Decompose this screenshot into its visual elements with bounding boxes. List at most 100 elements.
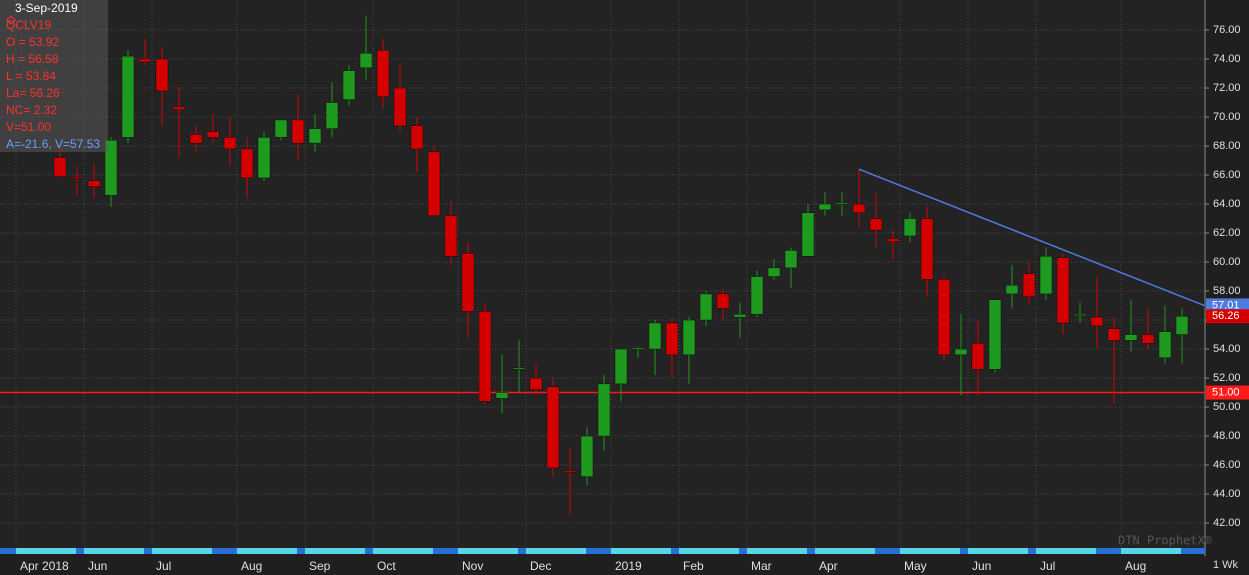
candle-body xyxy=(971,342,985,370)
candle-body xyxy=(308,128,322,144)
y-tick-label: 72.00 xyxy=(1213,82,1241,94)
candle-body xyxy=(444,215,458,257)
candle-body xyxy=(648,322,662,350)
y-tick-label: 58.00 xyxy=(1213,285,1241,297)
x-tick-label: May xyxy=(904,559,927,573)
time-strip-segment xyxy=(1121,548,1181,554)
x-tick-label: Feb xyxy=(683,559,704,573)
y-tick-label: 70.00 xyxy=(1213,111,1241,123)
last-price-label: 56.26 xyxy=(1212,310,1240,322)
plot-area xyxy=(0,0,1205,548)
time-strip-segment xyxy=(679,548,739,554)
trendline-value-label: 57.01 xyxy=(1212,299,1240,311)
y-tick-label: 60.00 xyxy=(1213,256,1241,268)
support-value-label: 51.00 xyxy=(1212,386,1240,398)
candle-body xyxy=(189,134,203,144)
candle-body xyxy=(342,70,356,100)
y-tick-label: 50.00 xyxy=(1213,401,1241,413)
candle-body xyxy=(852,203,866,213)
candle-body xyxy=(903,218,917,237)
candle-body xyxy=(53,157,67,177)
x-tick-label: Aug xyxy=(241,559,262,573)
candle-body xyxy=(121,55,135,138)
time-strip-segment xyxy=(373,548,433,554)
candle-body xyxy=(954,348,968,356)
y-tick-label: 64.00 xyxy=(1213,198,1241,210)
x-tick-label: Jun xyxy=(88,559,107,573)
candle-body xyxy=(750,276,764,315)
x-tick-label: 2019 xyxy=(615,559,642,573)
candle-body xyxy=(546,386,560,469)
candle-body xyxy=(461,253,475,312)
candle-body xyxy=(631,347,645,350)
x-tick-label: Apr xyxy=(819,559,838,573)
candle-body xyxy=(359,52,373,68)
candle-body xyxy=(1073,313,1087,316)
interval-label: 1 Wk xyxy=(1213,559,1239,571)
candle-body xyxy=(1158,331,1172,358)
last-price-label-bg xyxy=(1206,309,1249,324)
candle-body xyxy=(767,267,781,277)
x-tick-label: Aug xyxy=(1125,559,1146,573)
candle-body xyxy=(512,367,526,370)
candle-body xyxy=(529,377,543,390)
time-strip-segment xyxy=(458,548,518,554)
x-tick-label: Jun xyxy=(972,559,991,573)
candle-body xyxy=(223,137,237,150)
x-tick-label: Mar xyxy=(751,559,772,573)
x-tick-label: Sep xyxy=(309,559,331,573)
candle-body xyxy=(138,58,152,63)
candle-body xyxy=(869,218,883,231)
candle-body xyxy=(478,311,492,402)
time-strip-segment xyxy=(968,548,1028,554)
time-strip xyxy=(0,548,1205,554)
candle-body xyxy=(699,293,713,321)
candle-body xyxy=(937,279,951,356)
y-tick-label: 48.00 xyxy=(1213,430,1241,442)
candle-body xyxy=(427,151,441,216)
info-line: QCLV19 xyxy=(6,18,51,32)
watermark: DTN ProphetX® xyxy=(1118,534,1213,548)
y-tick-label: 74.00 xyxy=(1213,53,1241,65)
candle-body xyxy=(376,50,390,97)
candle-body xyxy=(614,348,628,385)
y-tick-label: 68.00 xyxy=(1213,140,1241,152)
candle-body xyxy=(563,470,577,473)
time-strip-segment xyxy=(84,548,144,554)
candle-body xyxy=(1124,334,1138,341)
x-tick-label: Oct xyxy=(377,559,396,573)
info-line: O = 53.92 xyxy=(6,35,59,49)
candle-body xyxy=(1039,255,1053,295)
info-icon xyxy=(6,15,16,25)
info-line: NC= 2.32 xyxy=(6,103,57,117)
time-strip-segment xyxy=(747,548,807,554)
candle-body xyxy=(495,392,509,399)
x-tick-label: Apr 2018 xyxy=(20,559,69,573)
candle-body xyxy=(716,293,730,309)
info-box xyxy=(0,0,108,152)
candle-body xyxy=(988,299,1002,370)
candle-body xyxy=(87,180,101,187)
candle-body xyxy=(818,203,832,211)
candle-body xyxy=(682,319,696,356)
candle-body xyxy=(155,58,169,92)
candle-body xyxy=(393,87,407,126)
candle-body xyxy=(70,176,84,179)
candle-body xyxy=(1107,328,1121,341)
candle-body xyxy=(1056,257,1070,324)
x-tick-label: Jul xyxy=(156,559,171,573)
info-line: La= 56.26 xyxy=(6,86,60,100)
candle-body xyxy=(597,383,611,437)
time-strip-segment xyxy=(16,548,76,554)
info-line: L = 53.84 xyxy=(6,69,56,83)
candle-body xyxy=(1090,316,1104,327)
candle-body xyxy=(274,119,288,138)
candle-body xyxy=(920,218,934,280)
trendline-value-label-bg xyxy=(1206,298,1249,313)
y-tick-label: 52.00 xyxy=(1213,372,1241,384)
time-strip-segment xyxy=(815,548,875,554)
time-strip-segment xyxy=(237,548,297,554)
time-strip-segment xyxy=(900,548,960,554)
candle-body xyxy=(886,238,900,242)
candle-body xyxy=(1022,273,1036,298)
